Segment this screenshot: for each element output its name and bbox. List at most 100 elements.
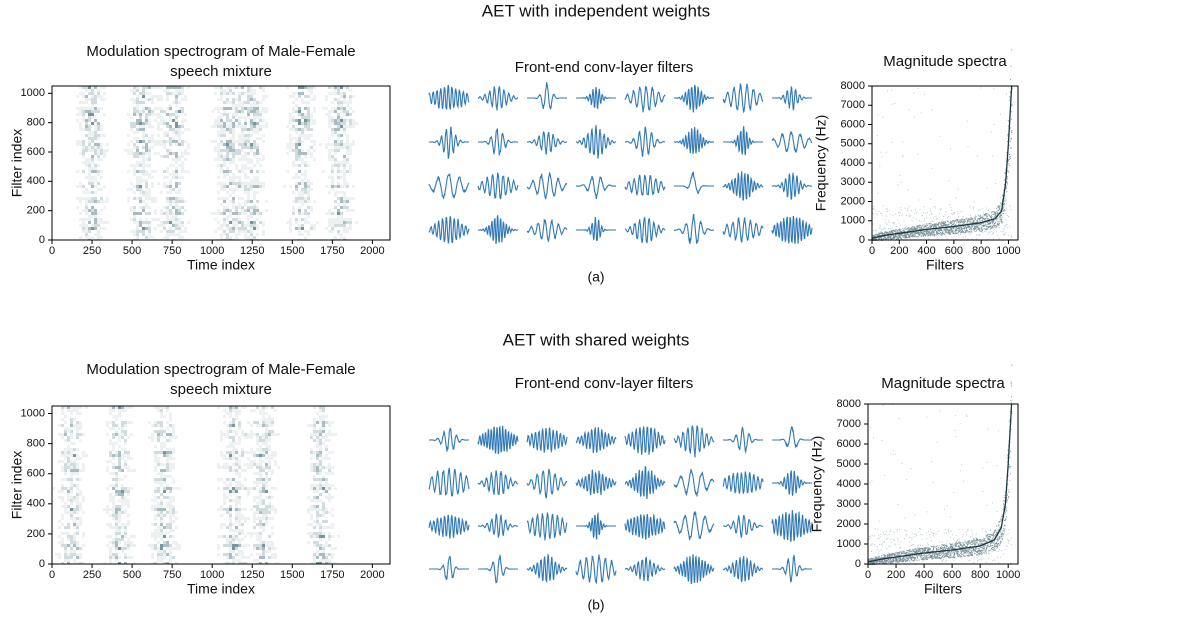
filter-waveform [722,555,764,583]
filter-waveform [526,218,568,243]
spectrogram-texture [61,406,331,564]
y-tick-label: 0 [39,558,45,570]
subplot-title: Modulation spectrogram of Male-Female [86,361,355,378]
x-tick-label: 2000 [360,245,384,257]
y-tick-label: 3000 [841,176,865,188]
filter-waveform [575,125,617,159]
filter-waveform [428,84,470,110]
filter-waveform [526,512,568,541]
plot-frame [51,405,391,565]
y-tick-label: 1000 [21,407,45,419]
filter-waveform [771,130,813,153]
x-tick-label: 750 [163,245,181,257]
y-tick-label: 1000 [841,215,865,227]
y-tick-label: 7000 [837,418,861,430]
filter-waveform [624,426,666,455]
filter-waveform [624,556,666,582]
filter-waveform [722,217,764,243]
filter-waveform [478,513,519,538]
y-axis-label: Filter index [9,129,25,197]
y-tick-label: 2000 [837,518,861,530]
plot-frame [871,85,1019,241]
subplot-title: Magnitude spectra [881,375,1005,392]
filter-waveform [428,467,470,497]
filter-waveform [625,216,666,244]
filter-waveform [527,131,568,155]
x-axis-label: Time index [187,257,255,273]
x-tick-label: 1750 [320,569,344,581]
x-tick-label: 800 [972,245,990,257]
filter-waveform [673,424,715,458]
y-tick-label: 8000 [841,80,865,92]
spectrogram-texture [70,406,325,564]
y-tick-label: 800 [27,117,45,129]
filter-waveform [477,425,519,455]
spectra-texture [872,49,1013,241]
x-axis-label: Filters [926,257,964,273]
subplot-title: speech mixture [170,63,272,80]
filter-waveform [624,86,666,113]
filter-waveform [478,128,518,156]
x-tick-label: 200 [887,569,905,581]
x-tick-label: 1000 [200,245,224,257]
filter-waveform [575,469,617,496]
y-tick-label: 1000 [21,87,45,99]
x-tick-label: 0 [869,245,875,257]
x-tick-label: 1000 [200,569,224,581]
y-tick-label: 0 [39,234,45,246]
y-tick-label: 4000 [837,478,861,490]
filter-waveform [526,552,568,584]
filter-waveform [478,553,518,584]
filter-waveform [723,514,763,538]
spectrogram-texture [64,406,328,564]
filter-waveform [674,126,714,154]
x-tick-label: 0 [49,569,55,581]
y-tick-label: 800 [27,438,45,450]
filter-waveform [772,85,812,111]
y-tick-label: 400 [27,498,45,510]
filter-waveform [771,215,813,244]
panel-title: AET with shared weights [503,330,690,349]
x-tick-label: 1500 [280,569,304,581]
filter-waveform [526,172,568,200]
plot-frame [51,85,391,241]
filter-waveform [477,172,519,200]
x-tick-label: 400 [915,569,933,581]
y-tick-label: 4000 [841,157,865,169]
y-tick-label: 1000 [837,538,861,550]
filter-waveform [575,426,617,454]
x-tick-label: 600 [943,569,961,581]
filter-waveform [624,174,666,197]
y-tick-label: 600 [27,146,45,158]
filter-waveform [722,171,764,201]
panel-title: AET with independent weights [482,1,710,20]
subplot-title: Front-end conv-layer filters [515,375,693,392]
filter-waveform [722,82,764,114]
y-tick-label: 200 [27,528,45,540]
filter-waveform [673,84,714,113]
filter-waveform [771,510,813,542]
filter-waveform [673,213,714,245]
filter-waveform [429,555,469,581]
filter-waveform [477,470,519,496]
filter-waveform [428,514,470,539]
panel: AET with independent weights (a) Modulatio… [9,1,1021,284]
filter-waveform [722,471,764,495]
subplot-title: Modulation spectrogram of Male-Female [86,43,355,60]
filter-waveform [673,554,715,585]
filter-waveform [576,175,616,200]
filter-waveform [673,469,715,497]
y-tick-label: 8000 [837,398,861,410]
filter-waveform [527,82,567,111]
y-tick-label: 6000 [837,438,861,450]
x-tick-label: 250 [83,569,101,581]
x-tick-label: 0 [49,245,55,257]
x-axis-label: Time index [187,581,255,597]
y-axis-label: Frequency (Hz) [809,436,825,532]
x-tick-label: 500 [123,569,141,581]
filter-waveform [576,87,616,110]
subplot-title: Magnitude spectra [883,53,1007,70]
filter-waveform [428,216,470,244]
filter-waveform [723,126,763,156]
